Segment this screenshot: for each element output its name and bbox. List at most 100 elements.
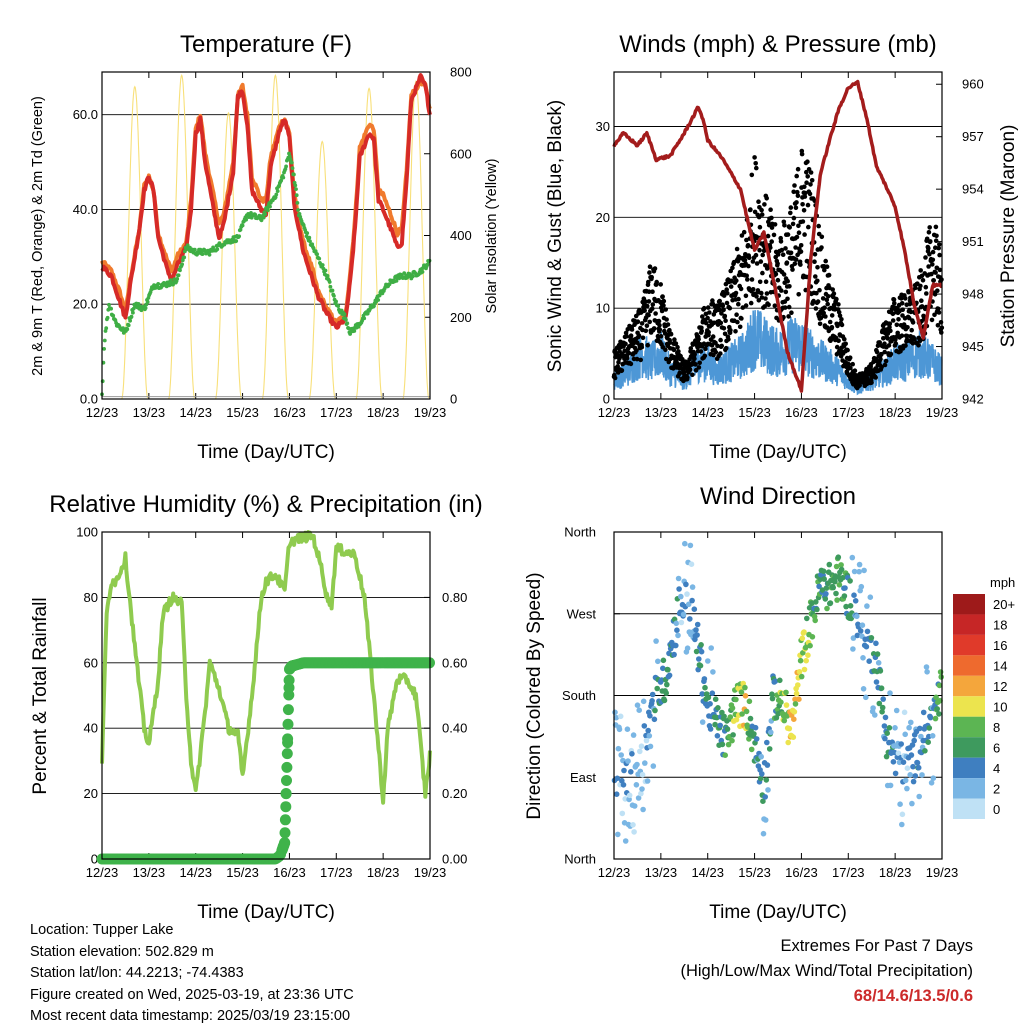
direction-point [778, 699, 784, 705]
direction-point [898, 741, 904, 747]
x-tick-label: 12/23 [598, 865, 631, 880]
direction-point [791, 709, 798, 715]
x-tick-label: 17/23 [832, 405, 865, 420]
gust-point [707, 310, 712, 315]
direction-point [833, 563, 840, 570]
gust-point [918, 268, 923, 273]
dewpoint-point [296, 208, 300, 212]
direction-point [615, 745, 622, 752]
gust-point [924, 236, 930, 242]
direction-point [762, 794, 768, 800]
direction-point [638, 743, 645, 749]
x-tick-label: 13/23 [645, 405, 678, 420]
y-tick-label: 60.0 [73, 107, 98, 122]
gust-point [750, 259, 756, 264]
gust-point [778, 239, 784, 244]
y2-tick-label: 942 [962, 392, 984, 407]
x-tick-label: 14/23 [691, 405, 724, 420]
legend-swatch [953, 757, 985, 779]
direction-point [712, 721, 718, 728]
legend-swatch [953, 798, 985, 819]
direction-point [708, 645, 714, 651]
gust-point [739, 316, 744, 321]
direction-point [642, 760, 648, 766]
gust-point [657, 327, 663, 332]
legend-label: 4 [993, 761, 1000, 776]
dewpoint-point [294, 193, 299, 198]
gust-point [937, 252, 942, 258]
direction-point [863, 643, 870, 650]
legend-label: 18 [993, 618, 1007, 633]
gust-point [746, 263, 751, 269]
direction-point [830, 584, 836, 591]
direction-point [684, 645, 691, 651]
precip-point [279, 827, 291, 839]
speed-legend: 20+ 18 16 14 12 10 8 6 4 2 0 [953, 594, 1015, 819]
gust-point [701, 305, 707, 311]
gust-point [628, 333, 634, 339]
direction-point [933, 694, 939, 701]
gust-point [705, 305, 711, 310]
direction-point [838, 566, 845, 573]
gust-point [748, 207, 753, 212]
direction-point [866, 658, 872, 664]
x-tick-label: 16/23 [273, 865, 306, 880]
gust-point [734, 246, 740, 252]
gust-point [726, 337, 731, 342]
direction-point [841, 593, 848, 599]
gust-point [718, 337, 723, 343]
gust-point [649, 306, 655, 312]
gust-point [937, 267, 943, 273]
direction-point [625, 758, 631, 764]
direction-point [851, 568, 858, 575]
gust-point [715, 343, 720, 349]
gust-point [869, 380, 874, 385]
wind-direction-x-label: Time (Day/UTC) [709, 902, 847, 923]
wind-direction-plot-frame [613, 531, 943, 860]
gust-point [734, 312, 739, 318]
precip-point [281, 761, 293, 773]
gust-point [763, 279, 769, 285]
wind-direction-y-label: Direction (Colored By Speed) [524, 572, 545, 819]
pressure-line [612, 79, 943, 393]
gust-point [811, 298, 816, 304]
direction-point [730, 732, 736, 738]
direction-point [746, 698, 753, 705]
dewpoint-point [156, 282, 161, 286]
direction-point [630, 732, 637, 738]
gust-point [798, 262, 803, 267]
legend-title: mph [990, 575, 1015, 590]
gust-point [793, 245, 798, 250]
gust-point [792, 261, 798, 267]
dewpoint-point [292, 172, 296, 177]
direction-point [896, 759, 903, 766]
gust-point [830, 287, 835, 292]
gust-point [696, 337, 701, 342]
gust-point [934, 233, 939, 239]
direction-point [783, 689, 789, 696]
direction-point [897, 801, 903, 807]
gust-point [801, 208, 807, 213]
precip-point [279, 814, 291, 826]
direction-point [643, 737, 650, 744]
direction-point [804, 615, 810, 622]
direction-point [863, 694, 869, 701]
gust-point [885, 336, 890, 341]
gust-point [713, 349, 719, 355]
gust-point [908, 309, 914, 315]
gust-point [930, 257, 936, 263]
dewpoint-point [397, 276, 402, 281]
direction-point [850, 646, 856, 652]
gust-point [794, 200, 799, 205]
legend-swatch [953, 696, 985, 717]
gust-point [706, 330, 711, 335]
direction-point [664, 681, 670, 688]
gust-point [759, 207, 764, 213]
gust-point [802, 184, 807, 190]
gust-point [647, 264, 653, 270]
gust-point [808, 170, 814, 175]
direction-point [683, 581, 689, 588]
temperature-title: Temperature (F) [180, 31, 352, 58]
direction-point [842, 585, 848, 591]
y-tick-label: North [564, 852, 596, 867]
